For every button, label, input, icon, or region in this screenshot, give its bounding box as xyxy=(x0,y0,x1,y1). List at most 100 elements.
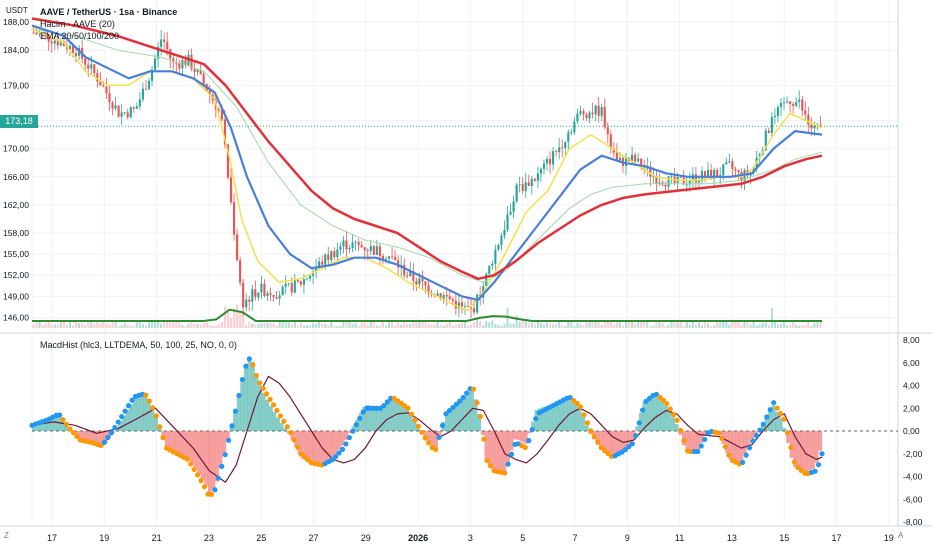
histogram-bar xyxy=(204,431,209,486)
candle-body xyxy=(439,293,442,299)
volume-bar xyxy=(530,322,533,328)
volume-bar xyxy=(782,321,786,328)
macd-point xyxy=(629,441,635,447)
candle-body xyxy=(242,282,245,308)
candle-body xyxy=(548,158,552,165)
macd-point xyxy=(602,448,608,454)
candle-body xyxy=(403,264,406,276)
volume-bar xyxy=(749,324,752,328)
histogram-bar xyxy=(477,414,482,431)
volume-bar xyxy=(59,321,62,328)
volume-bar xyxy=(339,325,342,328)
histogram-bar xyxy=(154,414,158,431)
macd-point xyxy=(415,423,421,429)
candle-body xyxy=(269,293,272,295)
histogram-bar xyxy=(545,405,550,431)
macd-point xyxy=(460,394,466,401)
candle-body xyxy=(640,158,643,168)
macd-point xyxy=(381,402,387,409)
candle-body xyxy=(360,244,363,248)
histogram-bar xyxy=(182,431,187,458)
timezone-button[interactable]: Z xyxy=(4,531,9,540)
candle-body xyxy=(251,289,254,302)
symbol-label[interactable]: AAVE / TetherUS · 1sa · Binance xyxy=(40,7,178,17)
candle-body xyxy=(585,114,588,119)
macd-point xyxy=(595,439,601,445)
macd-point xyxy=(291,437,297,443)
volume-bar xyxy=(366,324,369,328)
candle-body xyxy=(552,151,555,165)
histogram-bar xyxy=(78,431,83,440)
volume-bar xyxy=(217,324,220,328)
macd-point xyxy=(702,436,708,443)
candle-body xyxy=(682,177,685,185)
candle-body xyxy=(466,306,470,307)
candle-body xyxy=(175,62,178,64)
macd-point xyxy=(343,441,349,447)
auto-scale-button[interactable]: A xyxy=(898,531,904,540)
macd-legend[interactable]: MacdHist (hlc3, LLTDEMA, 50, 100, 25, NO… xyxy=(40,339,237,351)
histogram-bar xyxy=(236,395,241,431)
candle-body xyxy=(348,247,351,250)
histogram-bar xyxy=(459,399,464,431)
histogram-bar xyxy=(480,431,485,436)
macd-point xyxy=(267,396,273,402)
volume-bar xyxy=(93,323,96,328)
histogram-bar xyxy=(434,431,438,449)
volume-bar xyxy=(691,320,694,328)
volume-bar xyxy=(740,324,743,328)
candle-body xyxy=(779,102,783,108)
candle-body xyxy=(631,154,634,161)
volume-bar xyxy=(214,325,217,328)
candle-body xyxy=(311,271,315,276)
candle-body xyxy=(281,286,284,296)
volume-bar xyxy=(442,325,445,328)
histogram-bar xyxy=(506,431,510,462)
histogram-bar xyxy=(146,399,151,431)
x-tick-label: 11 xyxy=(675,533,684,543)
volume-label[interactable]: Hacim · AAVE (20) xyxy=(40,19,115,29)
histogram-bar xyxy=(509,431,514,451)
histogram-bar xyxy=(667,411,672,431)
candle-body xyxy=(384,258,388,260)
histogram-bar xyxy=(541,406,546,431)
candle-body xyxy=(178,63,181,69)
candle-body xyxy=(108,93,111,103)
candle-body xyxy=(199,70,202,74)
candle-body xyxy=(582,111,585,115)
x-tick-label: 27 xyxy=(308,533,318,543)
volume-bar xyxy=(485,321,488,328)
macd-point xyxy=(160,435,166,441)
histogram-bar xyxy=(520,431,525,442)
histogram-bar xyxy=(405,409,410,431)
macd-point xyxy=(301,454,308,460)
macd-point xyxy=(198,478,204,484)
candle-body xyxy=(150,69,154,81)
candle-body xyxy=(409,271,412,277)
candle-body xyxy=(193,68,196,73)
volume-bar xyxy=(190,321,193,328)
volume-bar xyxy=(357,325,360,328)
macd-point xyxy=(653,391,660,397)
candle-body xyxy=(415,280,418,285)
macd-point xyxy=(439,422,446,429)
volume-bar xyxy=(448,320,451,328)
ema100-line xyxy=(31,28,823,283)
candle-body xyxy=(160,39,163,47)
volume-bar xyxy=(515,315,518,328)
candle-body xyxy=(153,58,157,70)
candle-body xyxy=(436,293,439,296)
candle-body xyxy=(99,81,102,86)
candle-body xyxy=(305,278,309,280)
ema-label[interactable]: EMA 20/50/100/200 xyxy=(40,31,120,41)
volume-bar xyxy=(737,321,740,328)
x-tick-label: 19 xyxy=(99,533,109,543)
histogram-bar xyxy=(559,400,564,431)
volume-bar xyxy=(524,320,527,328)
macd-label[interactable]: MacdHist (hlc3, LLTDEMA, 50, 100, 25, NO… xyxy=(40,340,237,350)
volume-bar xyxy=(703,321,707,328)
candle-body xyxy=(570,132,573,133)
volume-bar xyxy=(488,322,491,328)
macd-point xyxy=(529,427,535,433)
